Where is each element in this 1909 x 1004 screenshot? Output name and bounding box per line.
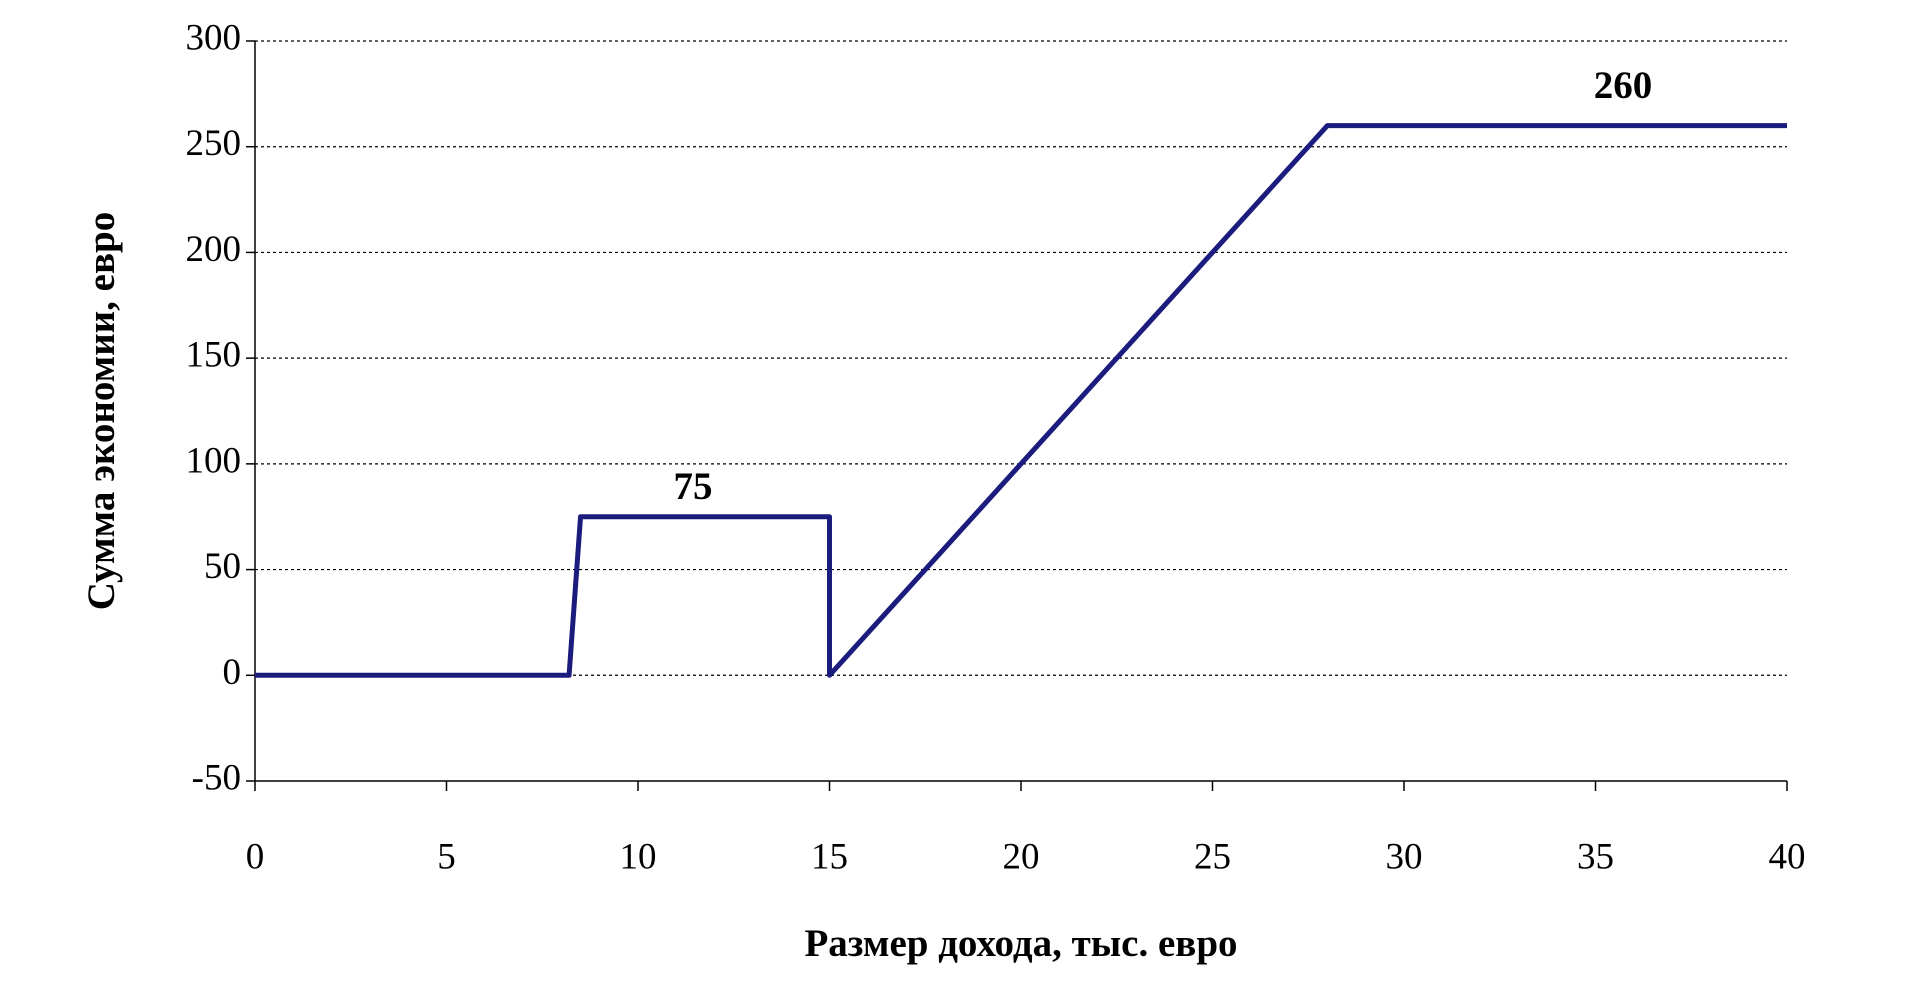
- annotation: 75: [674, 465, 713, 508]
- annotation: 260: [1594, 64, 1653, 107]
- y-tick-label: 50: [204, 546, 241, 587]
- y-axis-title: Сумма экономии, евро: [80, 212, 123, 610]
- y-tick-label: 250: [186, 123, 242, 164]
- x-tick-label: 25: [1194, 836, 1231, 877]
- y-tick-label: -50: [192, 757, 241, 798]
- x-tick-label: 5: [437, 836, 456, 877]
- x-tick-label: 15: [811, 836, 848, 877]
- x-tick-label: 10: [620, 836, 657, 877]
- y-tick-label: 300: [186, 17, 242, 58]
- y-tick-label: 150: [186, 335, 242, 376]
- line: [255, 123, 1787, 678]
- x-tick-label: 20: [1003, 836, 1040, 877]
- y-tick-label: 0: [223, 652, 242, 693]
- x-tick-label: 40: [1769, 836, 1806, 877]
- y-tick-label: 200: [186, 229, 242, 270]
- y-tick-label: 100: [186, 440, 242, 481]
- x-tick-label: 30: [1386, 836, 1423, 877]
- x-axis-title: Размер дохода, тыс. евро: [804, 922, 1237, 965]
- x-tick-label: 35: [1577, 836, 1614, 877]
- x-tick-label: 0: [246, 836, 265, 877]
